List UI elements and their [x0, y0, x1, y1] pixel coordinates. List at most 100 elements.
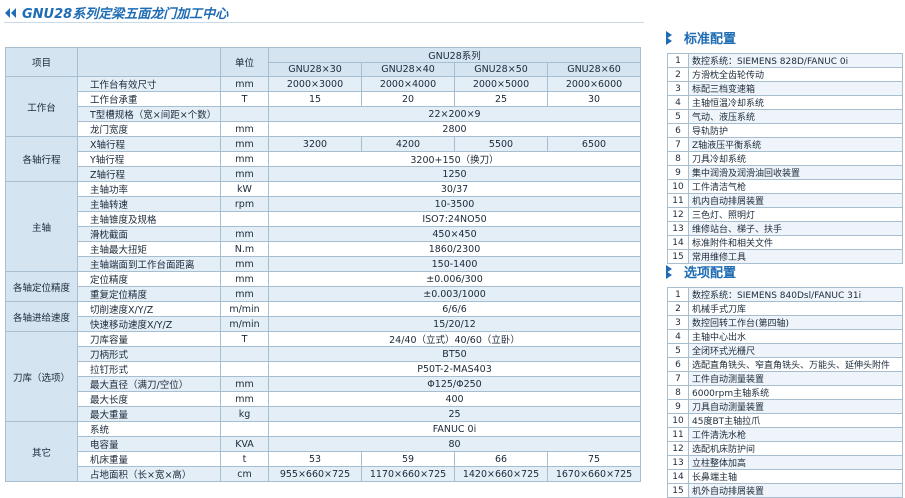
list-row: 10 工件清洁气枪	[667, 179, 903, 194]
item-number: 2	[667, 67, 689, 82]
item-number: 7	[667, 137, 689, 152]
item-label: 系统	[77, 421, 221, 437]
list-row: 10 45度BT主轴拉爪	[667, 413, 903, 428]
heading-icon	[666, 30, 672, 45]
item-label: 机床重量	[77, 451, 221, 467]
list-row: 13 立柱整体加高	[667, 455, 903, 470]
spec-row: 最大直径（满刀/空位） mm Φ125/Φ250	[6, 376, 642, 392]
spec-row: 刀库（选项） 刀库容量 T 24/40（立式）40/60（立卧）	[5, 331, 642, 422]
heading: 标准配置	[664, 28, 736, 47]
item-text: 工件清洁气枪	[688, 179, 903, 194]
title-rule	[4, 22, 644, 23]
list-row: 6 导轨防护	[667, 123, 903, 138]
item-label: 刀柄形式	[77, 346, 221, 362]
heading-text: 选项配置	[684, 266, 737, 281]
spec-body: 工作台 工作台有效尺寸 mm 2000×3000 2000×4000 2000×5000 2…	[5, 76, 642, 482]
list-row: 3 数控回转工作台(第四轴)	[667, 315, 903, 330]
unit	[220, 211, 269, 227]
group-label: 各轴行程	[5, 136, 78, 182]
item-number: 8	[667, 385, 689, 400]
list-row: 5 气动、液压系统	[667, 109, 903, 124]
list-row: 15 机外自动排屑装置	[667, 483, 903, 498]
item-text: 机械手式刀库	[688, 301, 903, 316]
item-number: 7	[667, 371, 689, 386]
value: 15	[268, 91, 362, 107]
list-row: 2 方滑枕全齿轮传动	[667, 67, 903, 82]
unit: mm	[220, 166, 269, 182]
unit: mm	[220, 121, 269, 137]
list-row: 11 工件清洗水枪	[667, 427, 903, 442]
unit: mm	[220, 391, 269, 407]
item-text: 机外自动排屑装置	[688, 483, 903, 498]
value: 1250	[267, 166, 642, 182]
spec-row: Z轴行程 mm 1250	[6, 166, 642, 182]
value: 10-3500	[267, 196, 642, 212]
value: 25	[454, 91, 548, 107]
item-text: 立柱整体加高	[688, 455, 903, 470]
item-text: 三色灯、照明灯	[688, 207, 903, 222]
item-number: 6	[667, 123, 689, 138]
item-label: 电容量	[77, 436, 221, 452]
list-row: 2 机械手式刀库	[667, 301, 903, 316]
item-label: 主轴锥度及规格	[77, 211, 221, 227]
standard-list: 1 数控系统：SIEMENS 828D/FANUC 0i 2 方滑枕全齿轮传动 3 标配三…	[667, 53, 903, 264]
value: ISO7:24NO50	[267, 211, 642, 227]
item-number: 9	[667, 399, 689, 414]
list-row: 8 刀具冷却系统	[667, 151, 903, 166]
item-text: 标配三档变速箱	[688, 81, 903, 96]
item-text: 全闭环式光栅尺	[688, 343, 903, 358]
item-text: 刀具冷却系统	[688, 151, 903, 166]
item-label: 工作台承重	[77, 91, 221, 107]
unit: mm	[220, 76, 269, 92]
unit: cm	[220, 466, 269, 482]
item-label: Y轴行程	[77, 151, 221, 167]
item-label: 最大重量	[77, 406, 221, 422]
value: 66	[454, 451, 548, 467]
item-text: 45度BT主轴拉爪	[688, 413, 903, 428]
value: 22×200×9	[267, 106, 642, 122]
item-number: 13	[667, 455, 689, 470]
item-text: 标准附件和相关文件	[688, 235, 903, 250]
spec-row: 其它 系统 FANUC 0i	[5, 421, 642, 482]
spec-row: 机床重量 t 53 59 66 75	[6, 451, 642, 467]
item-number: 5	[667, 343, 689, 358]
item-number: 3	[667, 81, 689, 96]
list-row: 12 选配机床防护间	[667, 441, 903, 456]
spec-row: 各轴行程 X轴行程 mm 3200 4200 5500 6500	[5, 136, 642, 182]
value: 1420×660×725	[454, 466, 548, 482]
value: P50T-2-MAS403	[267, 361, 642, 377]
unit: rpm	[220, 196, 269, 212]
item-label: 切削速度X/Y/Z	[77, 301, 221, 317]
model-header: GNU28×40	[361, 62, 455, 77]
unit	[220, 106, 269, 122]
unit: mm	[220, 151, 269, 167]
spec-table: 项目 单位 GNU28系列 GNU28×30 GNU28×40 GNU28×50 GN…	[5, 47, 642, 482]
list-row: 1 数控系统：SIEMENS 828D/FANUC 0i	[667, 53, 903, 68]
list-row: 13 维修站台、梯子、扶手	[667, 221, 903, 236]
value: 75	[546, 451, 642, 467]
spec-row: 各轴定位精度 定位精度 mm ±0.006/300	[5, 271, 642, 302]
item-label: 刀库容量	[77, 331, 221, 347]
unit: mm	[220, 136, 269, 152]
title-icon	[5, 7, 16, 18]
group-label: 各轴定位精度	[5, 271, 78, 302]
spec-row: 主轴最大扭矩 N.m 1860/2300	[6, 241, 642, 257]
value: 6/6/6	[267, 301, 642, 317]
item-label: 最大长度	[77, 391, 221, 407]
list-row: 11 机内自动排屑装置	[667, 193, 903, 208]
value: 2000×5000	[454, 76, 548, 92]
item-number: 12	[667, 207, 689, 222]
item-label: 快速移动速度X/Y/Z	[77, 316, 221, 332]
value: 24/40（立式）40/60（立卧）	[267, 331, 642, 347]
item-label: 滑枕截面	[77, 226, 221, 242]
item-number: 11	[667, 193, 689, 208]
item-text: 主轴恒温冷却系统	[688, 95, 903, 110]
item-text: 数控系统：SIEMENS 840Dsl/FANUC 31i	[688, 287, 903, 302]
value: BT50	[267, 346, 642, 362]
item-text: 长鼻端主轴	[688, 469, 903, 484]
item-number: 6	[667, 357, 689, 372]
list-row: 6 选配直角铣头、窄直角铣头、万能头、延伸头附件	[667, 357, 903, 372]
value: 30/37	[267, 181, 642, 197]
item-number: 11	[667, 427, 689, 442]
